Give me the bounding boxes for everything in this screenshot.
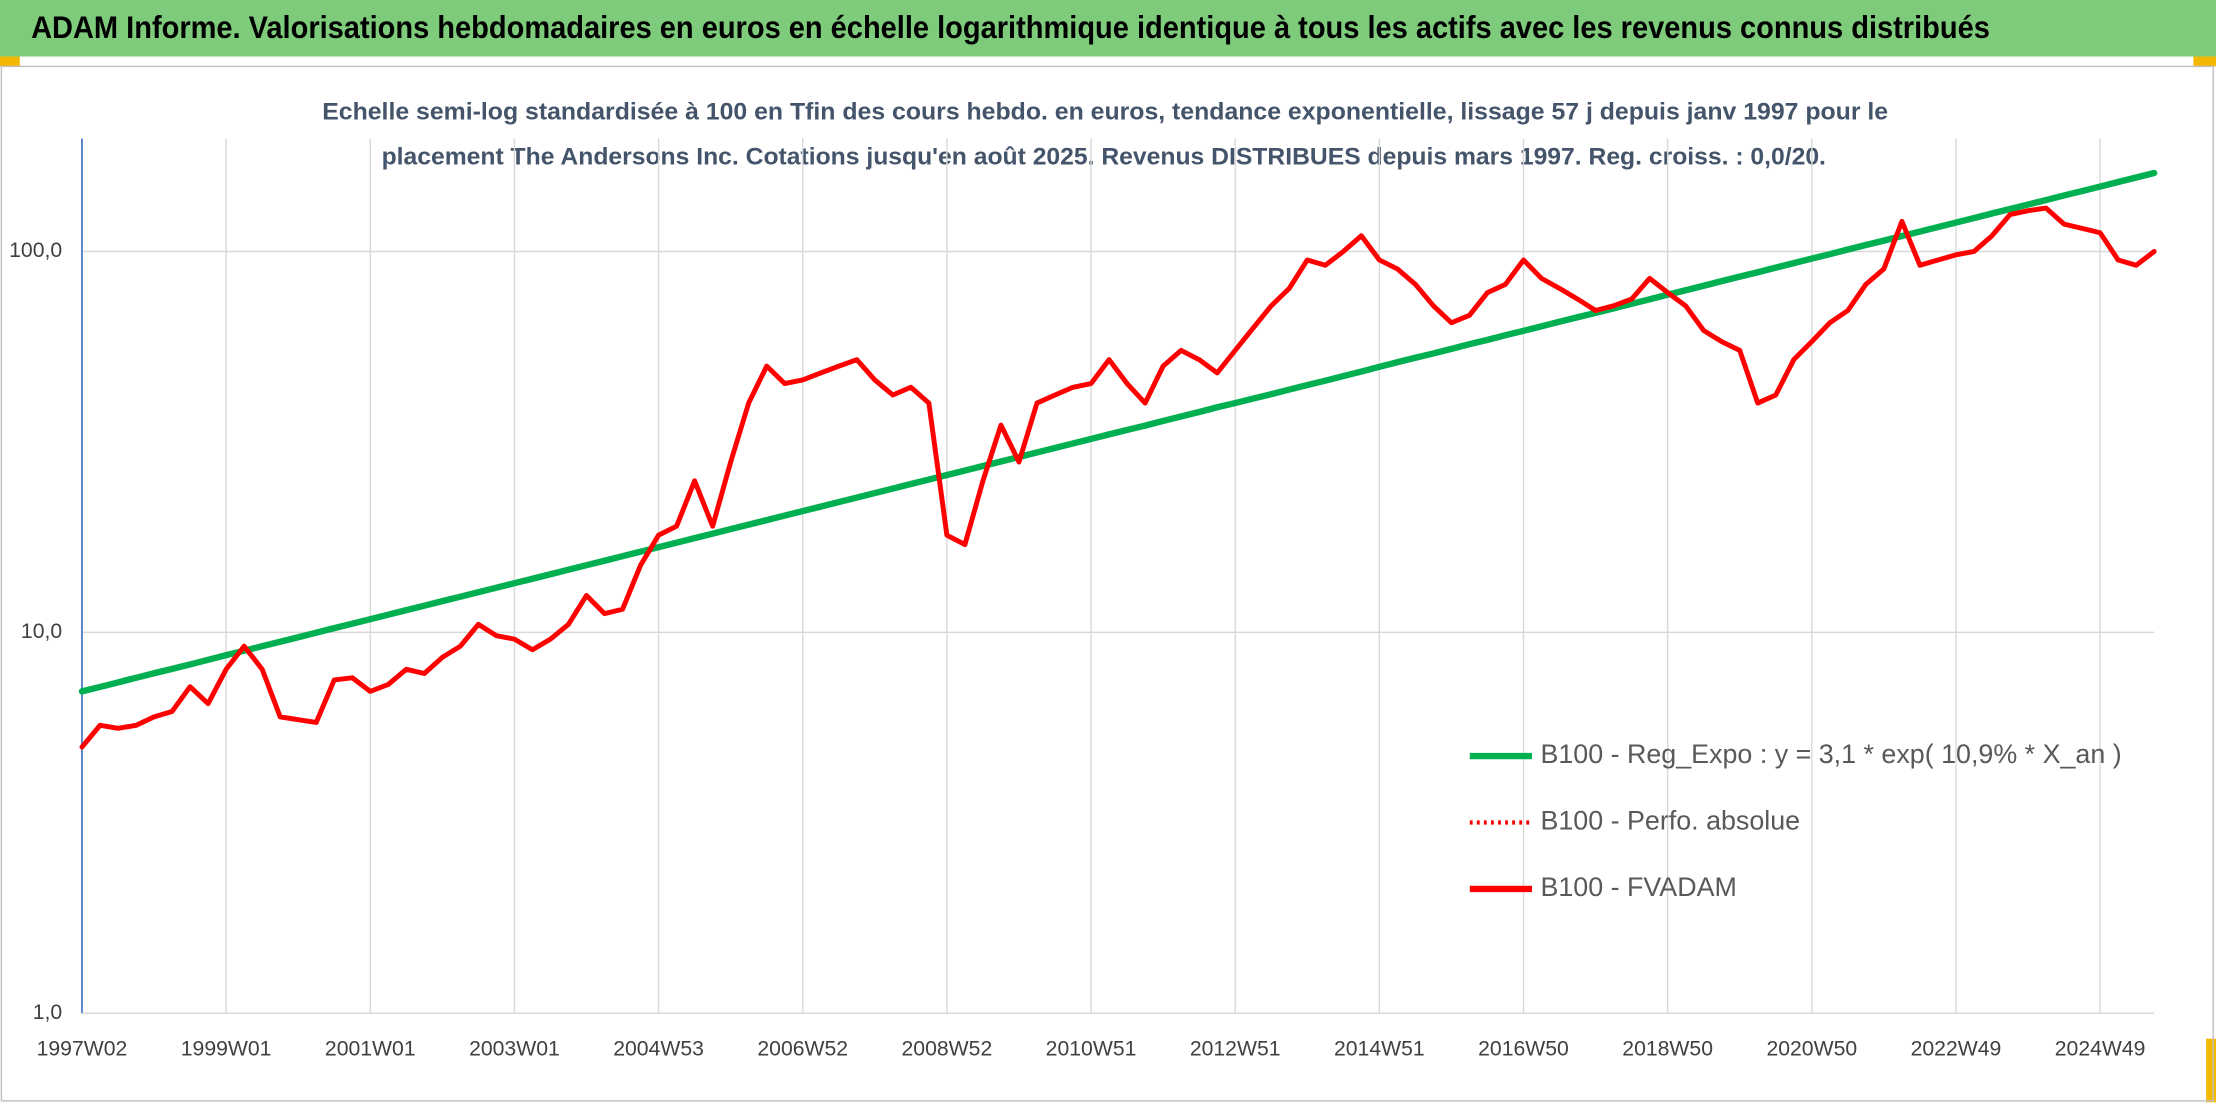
legend-label: B100 - Reg_Expo : y = 3,1 * exp( 10,9% *… — [1540, 739, 2121, 769]
x-tick-label: 2010W51 — [1046, 1038, 1137, 1061]
legend-label: B100 - FVADAM — [1540, 872, 1736, 902]
title-banner — [0, 0, 2216, 57]
corner-mark — [2206, 1038, 2216, 1103]
chart-border — [0, 65, 2214, 1102]
corner-mark — [2193, 56, 2216, 67]
legend-label: B100 - Perfo. absolue — [1540, 806, 1800, 836]
x-tick-label: 2003W01 — [469, 1038, 560, 1061]
x-tick-label: 2024W49 — [2055, 1038, 2146, 1061]
x-tick-label: 2016W50 — [1478, 1038, 1569, 1061]
x-tick-label: 2006W52 — [757, 1038, 848, 1061]
y-tick-label: 100,0 — [9, 239, 62, 262]
series-line — [79, 205, 2157, 750]
y-tick-label: 10,0 — [21, 620, 62, 643]
x-tick-label: 2001W01 — [325, 1038, 416, 1061]
y-tick-label: 1,0 — [33, 1001, 62, 1024]
corner-mark — [0, 56, 20, 67]
x-tick-label: 2020W50 — [1766, 1038, 1857, 1061]
chart-subtitle: placement The Andersons Inc. Cotations j… — [382, 144, 1826, 171]
x-tick-label: 2018W50 — [1622, 1038, 1713, 1061]
chart-title: ADAM Informe. Valorisations hebdomadaire… — [31, 10, 1990, 45]
x-tick-label: 2014W51 — [1334, 1038, 1425, 1061]
x-tick-label: 2004W53 — [613, 1038, 704, 1061]
series-line — [78, 169, 2158, 695]
x-tick-label: 1999W01 — [181, 1038, 272, 1061]
x-tick-label: 1997W02 — [37, 1038, 128, 1061]
x-tick-label: 2008W52 — [902, 1038, 993, 1061]
chart-subtitle: Echelle semi-log standardisée à 100 en T… — [322, 98, 1888, 125]
x-tick-label: 2022W49 — [1911, 1038, 2002, 1061]
x-tick-label: 2012W51 — [1190, 1038, 1281, 1061]
